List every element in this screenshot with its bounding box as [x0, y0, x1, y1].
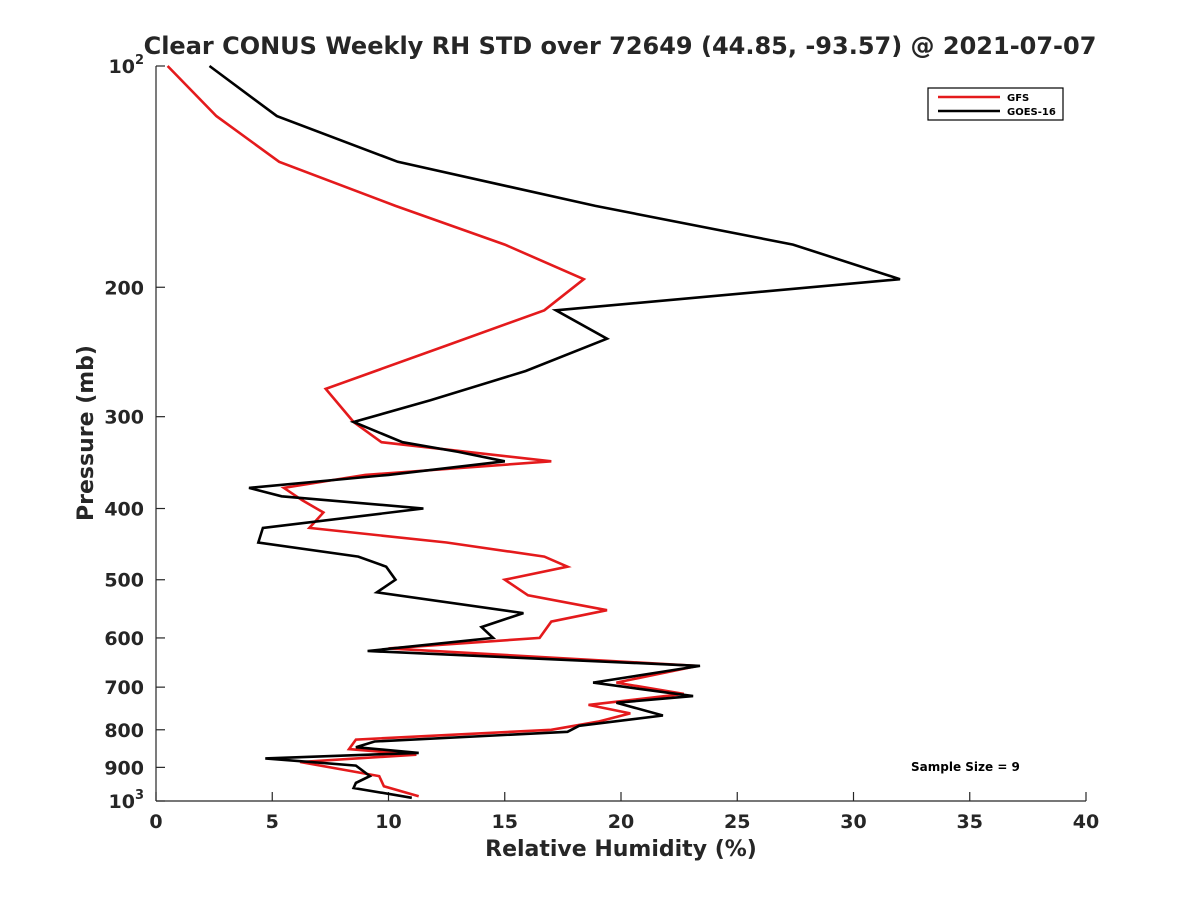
y-tick-label: 200 — [104, 277, 144, 299]
y-tick-label: 500 — [104, 570, 144, 592]
x-tick-label: 30 — [840, 811, 866, 833]
y-tick-label: 900 — [104, 757, 144, 779]
y-tick-label: 800 — [104, 720, 144, 742]
x-tick-label: 10 — [375, 811, 401, 833]
x-tick-label: 5 — [266, 811, 279, 833]
x-tick-label: 20 — [608, 811, 634, 833]
x-tick-label: 40 — [1073, 811, 1099, 833]
legend: GFS GOES-16 — [927, 87, 1064, 121]
sample-size-annotation: Sample Size = 9 — [911, 760, 1020, 774]
y-tick-exponent: 3 — [135, 788, 144, 803]
legend-label-goes16: GOES-16 — [1007, 107, 1056, 118]
y-tick-label: 103 — [109, 788, 145, 813]
x-tick-label: 35 — [957, 811, 983, 833]
legend-label-gfs: GFS — [1007, 93, 1029, 104]
x-tick-label: 0 — [149, 811, 162, 833]
plot-area — [155, 66, 1086, 802]
x-axis-label: Relative Humidity (%) — [485, 837, 757, 862]
y-tick-label: 600 — [104, 628, 144, 650]
y-ticks: 102 200 300 400 500 600 700 800 900 103 — [104, 53, 165, 813]
y-tick-label: 400 — [104, 499, 144, 521]
series-line-goes16 — [208, 64, 901, 800]
series-line-gfs — [166, 65, 698, 798]
y-tick-label: 300 — [104, 407, 144, 429]
y-tick-exponent: 2 — [135, 53, 144, 68]
series-lines — [166, 64, 901, 800]
y-tick-label: 700 — [104, 677, 144, 699]
y-tick-label: 102 — [109, 53, 145, 78]
y-axis-label: Pressure (mb) — [74, 345, 99, 521]
legend-box — [927, 87, 1064, 121]
x-tick-label: 25 — [724, 811, 750, 833]
chart-title: Clear CONUS Weekly RH STD over 72649 (44… — [144, 32, 1097, 60]
x-tick-label: 15 — [492, 811, 518, 833]
x-ticks: 0 5 10 15 20 25 30 35 40 — [149, 792, 1099, 833]
